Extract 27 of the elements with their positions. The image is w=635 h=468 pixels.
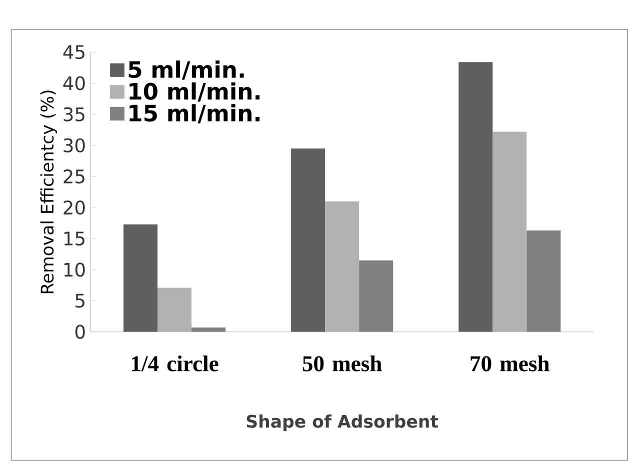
y-tick-label: 40 [63, 76, 85, 90]
x-tick-label: 70 mesh [470, 355, 550, 372]
y-tick-label: 45 [63, 45, 84, 60]
bar [458, 62, 493, 332]
y-tick-label: 35 [64, 107, 84, 122]
legend-label: 10 ml/min. [130, 82, 260, 102]
bar [526, 230, 561, 332]
y-tick-label: 5 [76, 294, 84, 308]
y-tick-label: 15 [64, 232, 84, 246]
bar [123, 224, 158, 332]
bar [359, 260, 394, 332]
y-tick-label: 20 [64, 200, 85, 215]
legend-label: 5 ml/min. [128, 60, 244, 80]
bar [291, 148, 326, 332]
y-tick-label: 30 [64, 138, 85, 152]
y-tick-label: 10 [64, 262, 85, 277]
y-axis-title: Removal Efficientcy (%) [40, 90, 58, 294]
bar [157, 288, 192, 332]
y-tick-label: 0 [75, 324, 85, 339]
bar [325, 201, 360, 332]
bar [492, 132, 527, 332]
y-tick-label: 25 [64, 169, 84, 184]
x-tick-label: 50 mesh [302, 355, 382, 372]
x-tick-label: 1/4 circle [132, 355, 218, 372]
x-axis-title: Shape of Adsorbent [246, 414, 438, 432]
legend-label: 15 ml/min. [130, 104, 260, 124]
bar [192, 328, 226, 332]
